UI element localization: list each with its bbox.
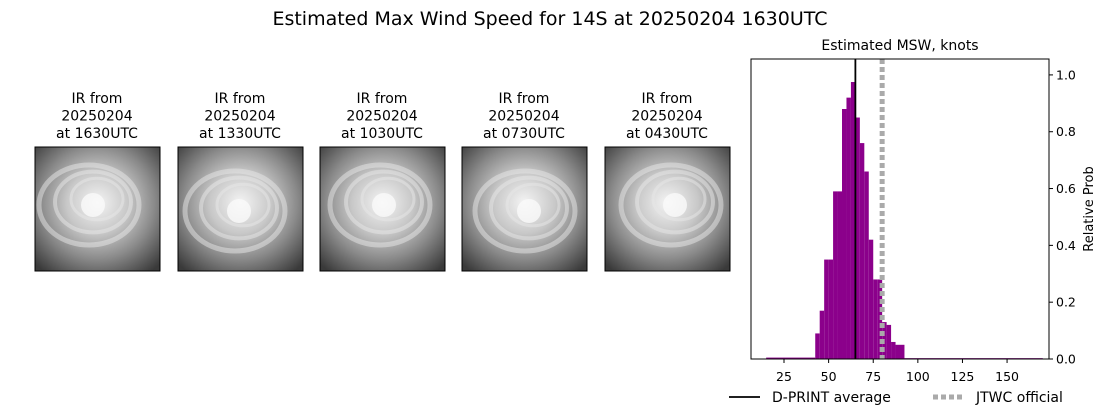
bar [859, 143, 865, 359]
cloud-band [327, 162, 433, 248]
eye [372, 193, 396, 217]
cloud-band [472, 168, 578, 254]
x-tick-label: 75 [865, 369, 881, 384]
x-tick-label: 150 [995, 369, 1019, 384]
bar [815, 333, 820, 359]
y-tick-label: 1.0 [1056, 67, 1076, 82]
bar [891, 341, 896, 359]
panel-label: IR from [215, 91, 266, 107]
satellite-image [461, 146, 588, 272]
y-tick-label: 0.2 [1056, 295, 1076, 310]
panel-label: at 0430UTC [626, 126, 708, 142]
panel-label: 20250204 [488, 109, 559, 125]
x-tick-label: 125 [951, 369, 975, 384]
bar [900, 344, 905, 359]
panel-label: 20250204 [61, 109, 132, 125]
bar [819, 310, 825, 359]
bar [868, 239, 874, 359]
cloud-band [635, 169, 715, 235]
image-frame [461, 146, 588, 272]
x-tick-label: 50 [821, 369, 837, 384]
bar [895, 344, 900, 359]
axes-frame [750, 58, 1050, 360]
satellite-image [604, 146, 731, 272]
cloud-band [505, 182, 561, 228]
x-tick-label: 100 [906, 369, 930, 384]
satellite-image [177, 146, 304, 272]
bar [846, 97, 851, 360]
panel-label: IR from [499, 91, 550, 107]
panel-label: IR from [72, 91, 123, 107]
cloud-band [360, 176, 416, 222]
panel-label: IR from [357, 91, 408, 107]
panel-label: IR from [642, 91, 693, 107]
y-tick-label: 0.4 [1056, 238, 1076, 253]
panel-label: 20250204 [204, 109, 275, 125]
cloud-band [36, 162, 142, 248]
image-frame [319, 146, 446, 272]
cloud-band [651, 176, 707, 222]
satellite-image [319, 146, 446, 272]
bar [855, 117, 860, 359]
bar [886, 324, 892, 359]
bar [837, 191, 843, 359]
image-frame [177, 146, 304, 272]
panel-label: at 1630UTC [56, 126, 138, 142]
bar [766, 357, 816, 359]
panel-label: at 1030UTC [341, 126, 423, 142]
y-tick-label: 0.0 [1056, 352, 1076, 367]
eye [81, 193, 105, 217]
y-tick-label: 0.8 [1056, 124, 1076, 139]
legend-label: D-PRINT average [772, 390, 891, 406]
bar [824, 259, 829, 359]
bar [828, 259, 834, 359]
bar [873, 279, 878, 359]
cloud-band [69, 176, 125, 222]
x-tick-label: 25 [776, 369, 792, 384]
image-frame [34, 146, 161, 272]
cloud-band [182, 168, 288, 254]
eye [517, 199, 541, 223]
cloud-band [344, 169, 424, 235]
panel-label: 20250204 [631, 109, 702, 125]
y-tick-label: 0.6 [1056, 181, 1076, 196]
legend-label: JTWC official [975, 390, 1063, 406]
bar [864, 171, 869, 359]
bar [833, 191, 838, 359]
panel-label: 20250204 [346, 109, 417, 125]
cloud-band [618, 162, 724, 248]
image-frame [604, 146, 731, 272]
axes-title: Estimated MSW, knots [821, 38, 978, 54]
cloud-band [489, 175, 569, 241]
bar [842, 109, 847, 359]
cloud-band [199, 175, 279, 241]
bar [850, 82, 856, 360]
eye [663, 193, 687, 217]
eye [227, 199, 251, 223]
cloud-band [53, 169, 133, 235]
satellite-image [34, 146, 161, 272]
y-axis-label: Relative Prob [1082, 166, 1097, 251]
panel-label: at 1330UTC [199, 126, 281, 142]
figure-title: Estimated Max Wind Speed for 14S at 2025… [272, 8, 827, 30]
panel-label: at 0730UTC [483, 126, 565, 142]
cloud-band [215, 182, 271, 228]
